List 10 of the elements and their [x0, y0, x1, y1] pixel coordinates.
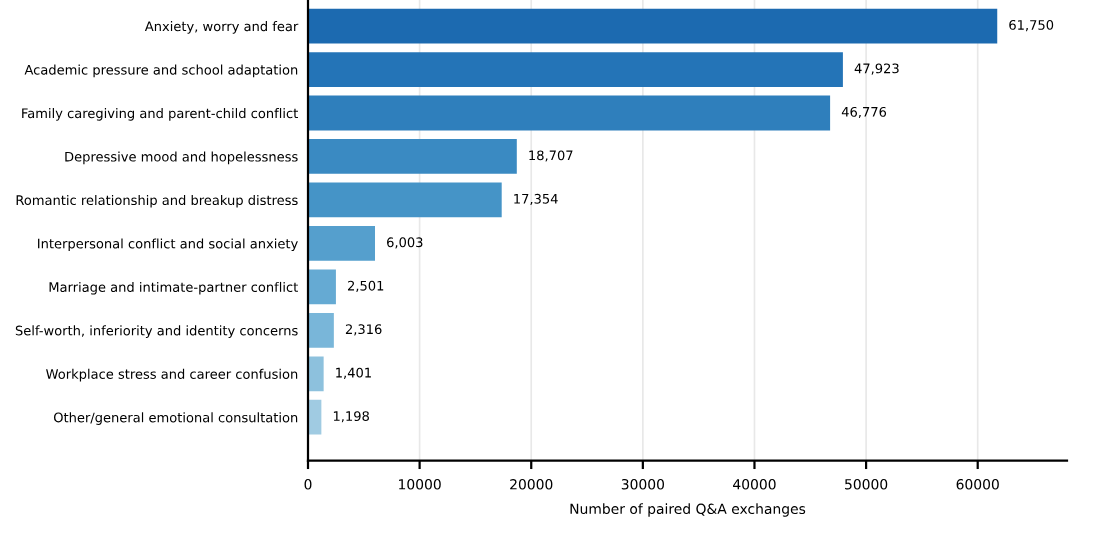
bar [308, 95, 831, 131]
bar [308, 226, 375, 261]
bar [308, 139, 517, 174]
bar [308, 52, 843, 87]
bar [308, 182, 502, 218]
bar [308, 312, 334, 348]
bar [308, 269, 336, 305]
bar [308, 8, 998, 44]
bar [308, 399, 322, 435]
bar [308, 356, 324, 392]
